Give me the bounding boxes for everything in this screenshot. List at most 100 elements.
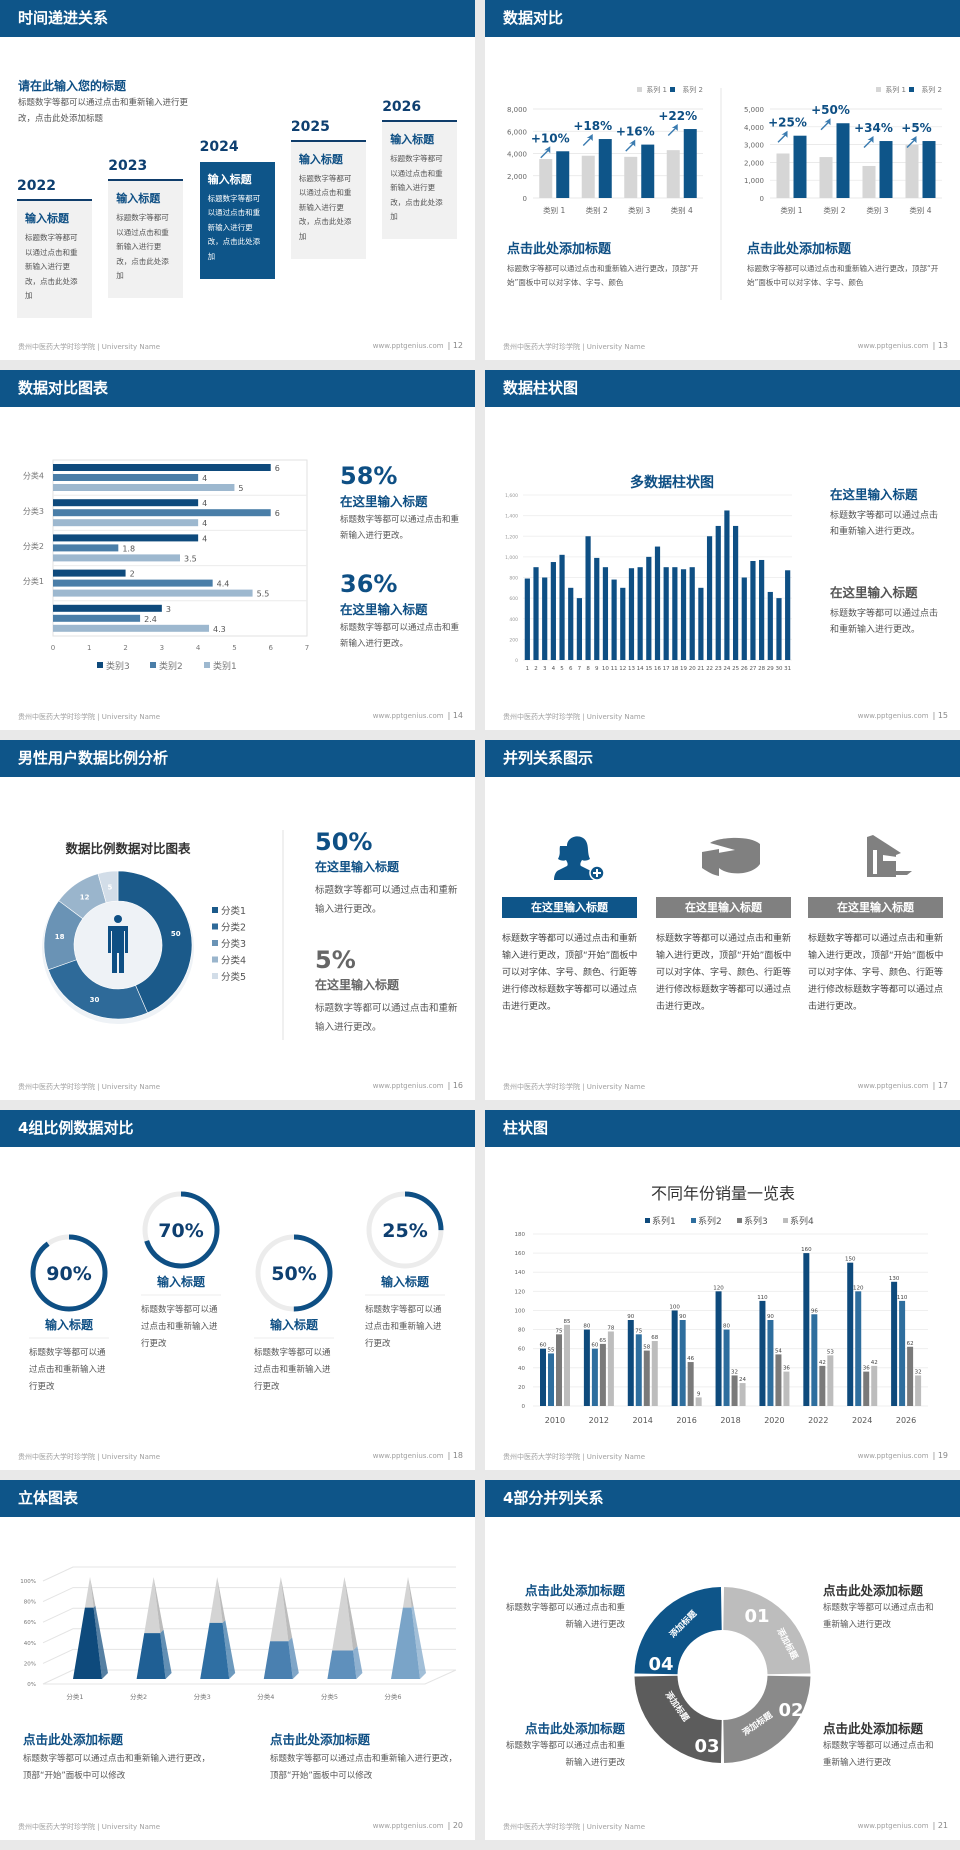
bar	[767, 1320, 774, 1406]
item-heading: 输入标题	[45, 1317, 94, 1332]
item-heading: 输入标题	[157, 1274, 206, 1289]
legend-swatch	[637, 87, 642, 92]
data-label: 5.5	[257, 590, 270, 599]
category-label: 分类2	[23, 541, 44, 551]
bar	[819, 1365, 826, 1406]
x-tick-label: 14	[637, 666, 644, 672]
horizontal-bar-chart: 0 1 2 3 4 5 6 7 分类4 6 4 5 分类3 4 6 4 分类2 4 1.8 3.5 分类1 2 4.4 5.5…	[23, 459, 309, 672]
pyramid-empty-side	[217, 1577, 226, 1623]
data-label: 30	[90, 996, 100, 1004]
page-number: | 15	[932, 711, 948, 720]
bar	[683, 129, 697, 198]
pyramid-empty-side	[344, 1577, 358, 1651]
slide-18: 4组比例数据对比 贵州中医药大学时珍学院 | University Name w…	[0, 1110, 475, 1470]
step-text: 标题数字等都可以通过点击和重新输入进行更改，点击此处添加	[390, 154, 443, 222]
data-label: 2.4	[144, 615, 157, 624]
slide-header: 数据对比	[485, 0, 960, 37]
step-title: 输入标题	[207, 172, 252, 186]
stat-text: 标题数字等都可以通过点击和重新输入进行更改。	[315, 1003, 458, 1033]
legend-swatch	[212, 923, 218, 930]
footer-right: www.pptgenius.com | 20	[373, 1821, 463, 1830]
step-year: 2022	[17, 178, 56, 194]
page-number: | 16	[447, 1081, 463, 1090]
chart-title: 多数据柱状图	[630, 474, 714, 491]
y-tick-label: 0	[523, 195, 527, 203]
x-tick-label: 类别 1	[780, 205, 802, 215]
segment-number: 02	[778, 1700, 803, 1721]
y-tick-label: 40%	[24, 1641, 36, 1647]
x-tick-label: 7	[578, 666, 582, 672]
bar	[607, 1331, 614, 1406]
x-tick-label: 分类3	[194, 1692, 211, 1701]
footer-org: 贵州中医药大学时珍学院 | University Name	[18, 1823, 160, 1831]
legend-swatch	[150, 662, 156, 668]
y-tick-label: 100	[515, 1308, 526, 1314]
pyramid-fill	[391, 1607, 420, 1679]
gridline	[42, 1587, 456, 1603]
slide-title: 数据对比	[503, 9, 564, 27]
cycle-segment	[723, 1675, 811, 1763]
bar	[767, 591, 773, 660]
bar	[550, 562, 556, 660]
legend-swatch	[909, 87, 914, 92]
bar	[803, 1253, 810, 1406]
y-tick-label: 2,000	[507, 173, 527, 181]
pyramid-fill	[263, 1641, 293, 1679]
slide-header: 男性用户数据比例分析	[0, 740, 475, 777]
page-number: | 21	[932, 1821, 948, 1830]
slide-title: 数据柱状图	[503, 379, 579, 397]
x-tick-label: 11	[611, 666, 618, 672]
data-label: 32	[915, 1369, 922, 1375]
page-number: | 14	[447, 711, 463, 720]
block-heading: 点击此处添加标题	[524, 1583, 625, 1598]
bar	[689, 567, 695, 660]
x-tick-label: 18	[671, 666, 678, 672]
y-tick-label: 5,000	[744, 106, 764, 114]
item-text: 标题数字等都可以通过点击和重新输入进行更改，顶部“开始”面板中可以对字体、字号、…	[808, 934, 944, 1012]
bar	[695, 1397, 702, 1406]
footer-right: www.pptgenius.com | 15	[858, 711, 948, 720]
data-label: 85	[564, 1319, 571, 1325]
y-tick-label: 20%	[24, 1661, 36, 1667]
data-label: 36	[863, 1366, 870, 1372]
cycle-segment	[634, 1675, 722, 1763]
stat-percent: 36%	[340, 570, 398, 598]
slide-19: 柱状图 贵州中医药大学时珍学院 | University Name www.pp…	[485, 1110, 960, 1470]
bar	[53, 569, 126, 577]
data-label: 6	[275, 509, 280, 518]
stat-percent: 58%	[340, 462, 398, 490]
x-tick-label: 10	[602, 666, 609, 672]
x-tick-label: 23	[715, 666, 722, 672]
stat-text: 标题数字等都可以通过点击和重新输入进行更改。	[315, 885, 458, 915]
ring-percent: 50%	[271, 1263, 316, 1285]
building-icon	[867, 835, 912, 877]
y-tick-label: 200	[509, 637, 518, 643]
data-label: 4	[202, 474, 207, 483]
slide-title: 并列关系图示	[503, 749, 594, 767]
data-label: 78	[607, 1325, 614, 1331]
bar	[811, 1314, 818, 1406]
bar	[671, 1310, 678, 1406]
caption-text: 标题数字等都可以通过点击和重新输入进行更改，顶部“开始”面板中可以对字体、字号、…	[747, 264, 939, 287]
bar	[863, 1371, 870, 1406]
step-card: 输入标题 标题数字等都可以通过点击和重新输入进行更改，点击此处添加	[290, 141, 366, 259]
x-tick-label: 分类4	[257, 1692, 274, 1701]
step-card: 输入标题 标题数字等都可以通过点击和重新输入进行更改，点击此处添加	[382, 122, 458, 240]
y-tick-label: 80%	[24, 1600, 36, 1606]
data-label: 4	[202, 499, 207, 508]
slide-21: 4部分并列关系 贵州中医药大学时珍学院 | University Name ww…	[485, 1480, 960, 1840]
x-tick-label: 4	[196, 644, 201, 652]
bar	[871, 1365, 878, 1406]
progress-rings: 90% 输入标题 70% 输入标题 50% 输入标题 25% 输入标题	[29, 1191, 445, 1339]
arrow-up-icon	[906, 136, 917, 149]
donut-slice	[97, 870, 119, 904]
bar	[641, 144, 655, 198]
bar	[53, 544, 119, 552]
pyramid-fill-side	[288, 1637, 299, 1679]
bar	[776, 598, 782, 660]
comparison-charts: 0 2,000 4,000 6,000 8,000 类别 1 +10% 类别 2 +18% 类别 …	[507, 85, 942, 300]
x-tick-label: 6	[569, 666, 573, 672]
arrow-up-icon	[582, 134, 593, 147]
footer-org: 贵州中医药大学时珍学院 | University Name	[503, 1823, 645, 1831]
